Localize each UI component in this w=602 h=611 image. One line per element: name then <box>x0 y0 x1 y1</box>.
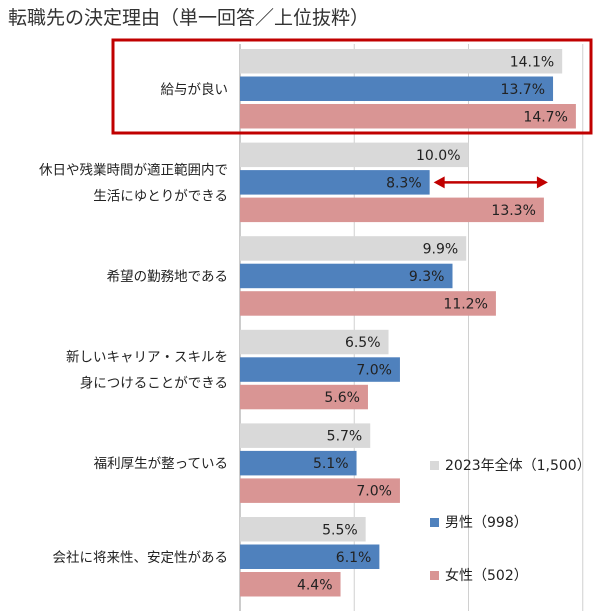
bar-3-5 <box>240 478 400 503</box>
bar-2-3 <box>240 263 453 289</box>
category-label-6: 会社に将来性、安定性がある <box>53 550 229 566</box>
category-labels: 給与が良い休日や残業時間が適正範囲内で生活にゆとりができる希望の勤務地である新し… <box>39 82 228 566</box>
value-label-3-2: 13.3% <box>491 203 535 219</box>
value-label-1-6: 5.5% <box>322 522 358 538</box>
value-label-1-5: 5.7% <box>327 429 363 445</box>
gap-arrow-left-head <box>433 176 445 189</box>
annotations <box>111 38 593 189</box>
legend-label-2: 男性（998） <box>445 515 528 531</box>
bar-1-1 <box>240 49 563 74</box>
bar-2-5 <box>240 450 357 476</box>
bar-1-3 <box>240 236 467 261</box>
legend-swatch-3 <box>430 571 439 580</box>
value-label-2-6: 6.1% <box>336 550 372 566</box>
value-label-1-4: 6.5% <box>345 335 381 351</box>
bar-3-2 <box>240 197 544 223</box>
value-label-3-6: 4.4% <box>297 577 333 593</box>
bar-1-6 <box>240 517 366 542</box>
value-label-3-5: 7.0% <box>356 484 392 500</box>
category-label-5: 福利厚生が整っている <box>94 456 228 472</box>
bar-1-5 <box>240 423 371 448</box>
value-label-2-5: 5.1% <box>313 456 349 472</box>
category-label-4-line-2: 身につけることができる <box>80 376 228 392</box>
bar-3-1 <box>240 104 576 129</box>
category-label-1: 給与が良い <box>161 82 229 98</box>
category-label-3: 希望の勤務地である <box>107 269 228 285</box>
bars: 14.1% 13.7% 14.7% 10.0% 8.3% 13.3% 9.9% 9.3% 11.… <box>240 49 576 597</box>
chart-title: 転職先の決定理由（単一回答／上位抜粋） <box>8 7 369 29</box>
value-label-2-4: 7.0% <box>356 363 392 379</box>
value-label-1-2: 10.0% <box>416 148 460 164</box>
value-label-2-1: 13.7% <box>501 82 545 98</box>
legend-swatch-2 <box>430 518 439 527</box>
legend: 2023年全体（1,500） 男性（998） 女性（502） <box>430 457 591 584</box>
value-label-1-3: 9.9% <box>423 241 459 257</box>
category-label-4-line-1: 新しいキャリア・スキルを <box>66 350 228 366</box>
bar-3-6 <box>240 572 341 597</box>
value-label-1-1: 14.1% <box>510 54 554 70</box>
value-label-3-1: 14.7% <box>523 109 567 125</box>
category-label-2-line-1: 休日や残業時間が適正範囲内で <box>39 161 228 178</box>
highlight-box <box>111 38 593 135</box>
category-label-2-line-2: 生活にゆとりができる <box>93 188 228 204</box>
legend-swatch-1 <box>430 461 439 470</box>
bar-2-1 <box>240 76 554 101</box>
value-label-2-3: 9.3% <box>409 269 445 285</box>
bar-1-2 <box>240 142 469 168</box>
bar-2-4 <box>240 357 400 382</box>
bar-3-4 <box>240 384 368 410</box>
bar-2-2 <box>240 170 430 195</box>
legend-label-3: 女性（502） <box>445 567 528 584</box>
value-label-2-2: 8.3% <box>386 175 422 191</box>
value-label-3-4: 5.6% <box>324 390 360 406</box>
bar-2-6 <box>240 544 380 569</box>
gap-arrow-right-head <box>536 176 548 189</box>
legend-label-1: 2023年全体（1,500） <box>445 457 591 474</box>
bar-1-4 <box>240 329 389 355</box>
bar-3-3 <box>240 291 496 316</box>
value-label-3-3: 11.2% <box>443 296 487 312</box>
